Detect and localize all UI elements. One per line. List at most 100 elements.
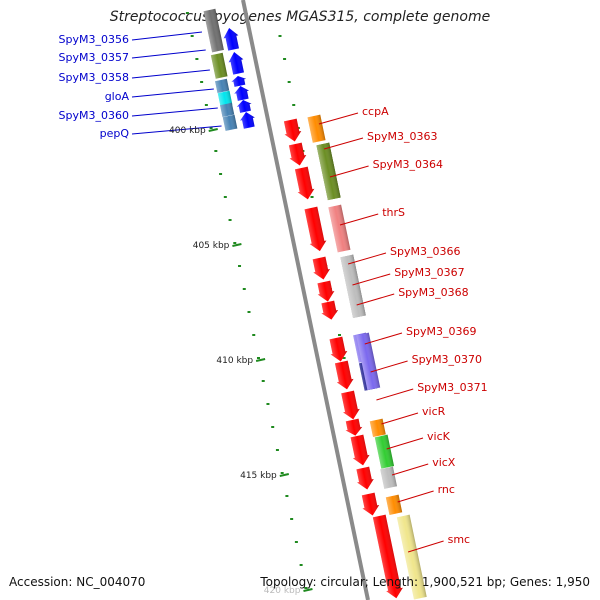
- leader-line: [356, 293, 395, 306]
- leader-line: [381, 412, 419, 425]
- gene-arrow: [341, 390, 360, 420]
- arrow-shade: [228, 52, 244, 75]
- minor-tick: [266, 403, 270, 405]
- cog-shade: [340, 254, 366, 319]
- arrow-shade: [288, 142, 307, 166]
- leader-line: [131, 125, 222, 135]
- minor-tick: [200, 81, 204, 83]
- major-tick: [255, 358, 266, 362]
- gene-label: SpyM3_0370: [412, 353, 482, 366]
- minor-tick: [261, 380, 265, 382]
- arrow-shade: [240, 112, 255, 129]
- cog-block: [217, 90, 233, 107]
- gene-label: SpyM3_0357: [59, 51, 129, 64]
- leader-line: [407, 540, 444, 553]
- cog-block: [356, 332, 381, 391]
- gene-arrow: [345, 418, 363, 436]
- cog-shade: [220, 102, 235, 117]
- ruler-label: 415 kbp: [240, 471, 277, 481]
- minor-tick: [228, 219, 232, 221]
- leader-line: [131, 88, 214, 98]
- gene-arrow: [228, 52, 244, 75]
- arrow-shade: [231, 76, 247, 87]
- ruler-label: 405 kbp: [193, 241, 230, 251]
- cog-block: [203, 8, 224, 53]
- arrow-shade: [304, 206, 327, 252]
- leader-line: [318, 112, 359, 125]
- cog-block: [210, 52, 228, 79]
- cog-block: [374, 434, 395, 469]
- gene-label: SpyM3_0369: [406, 325, 476, 338]
- minor-tick: [233, 242, 237, 244]
- minor-tick: [290, 518, 294, 520]
- arrow-shade: [312, 256, 331, 280]
- gene-label: pepQ: [100, 127, 130, 140]
- gene-arrow: [304, 206, 327, 252]
- cog-shade: [215, 78, 230, 93]
- minor-tick: [214, 150, 218, 152]
- major-tick: [208, 128, 218, 132]
- arrow-shade: [350, 434, 370, 466]
- accession-label: Accession: NC_004070: [9, 575, 146, 589]
- leader-line: [397, 490, 434, 503]
- major-tick: [232, 243, 242, 247]
- gene-arrow: [223, 28, 239, 51]
- gene-label: ccpA: [362, 105, 389, 118]
- leader-line: [324, 137, 364, 150]
- arrow-shade: [317, 280, 335, 302]
- cog-shade: [316, 142, 341, 201]
- gene-label: vicR: [422, 405, 446, 418]
- gene-label: SpyM3_0360: [59, 109, 129, 122]
- gene-label: vicK: [427, 430, 451, 443]
- leader-line: [370, 360, 408, 373]
- minor-tick: [310, 196, 314, 198]
- gene-arrow: [288, 142, 307, 166]
- gene-arrows: [223, 28, 403, 599]
- minor-tick: [256, 357, 260, 359]
- cog-band: [203, 8, 427, 600]
- minor-tick: [283, 58, 287, 60]
- arrow-shade: [356, 466, 374, 490]
- leader-line: [391, 463, 429, 476]
- minor-tick: [195, 58, 199, 60]
- label-leaders: [131, 31, 444, 553]
- cog-shade: [374, 434, 395, 469]
- gene-arrow: [234, 86, 249, 101]
- leader-line: [339, 213, 379, 226]
- cog-shade: [307, 114, 326, 143]
- minor-tick: [278, 35, 282, 37]
- cog-shade: [369, 418, 386, 437]
- arrow-shade: [345, 418, 363, 436]
- arrow-shade: [234, 86, 249, 101]
- minor-tick: [275, 449, 279, 451]
- arrow-shade: [294, 166, 315, 200]
- arrow-shade: [334, 360, 354, 390]
- gene-arrow: [240, 112, 255, 129]
- cog-block: [340, 254, 366, 319]
- gene-label: SpyM3_0368: [398, 286, 468, 299]
- cog-shade: [203, 8, 224, 53]
- minor-tick: [204, 104, 208, 106]
- gene-arrow: [361, 492, 380, 516]
- arrow-shade: [321, 300, 339, 320]
- cog-block: [316, 142, 341, 201]
- minor-tick: [185, 12, 189, 14]
- gene-arrow: [334, 360, 354, 390]
- minor-tick: [238, 265, 242, 267]
- gene-label: gloA: [105, 90, 130, 103]
- arrow-shade: [372, 514, 403, 599]
- arrow-shade: [329, 336, 348, 362]
- cog-shade: [396, 514, 427, 600]
- minor-tick: [338, 334, 342, 336]
- gene-arrow: [312, 256, 331, 280]
- gene-arrow: [231, 76, 247, 87]
- leader-line: [131, 69, 210, 79]
- minor-tick: [271, 426, 275, 428]
- gene-label: thrS: [382, 206, 405, 219]
- gene-arrow: [350, 434, 370, 466]
- minor-tick: [242, 288, 246, 290]
- leader-line: [364, 332, 403, 345]
- gene-label: vicX: [432, 456, 456, 469]
- backbone-line: [241, 0, 370, 600]
